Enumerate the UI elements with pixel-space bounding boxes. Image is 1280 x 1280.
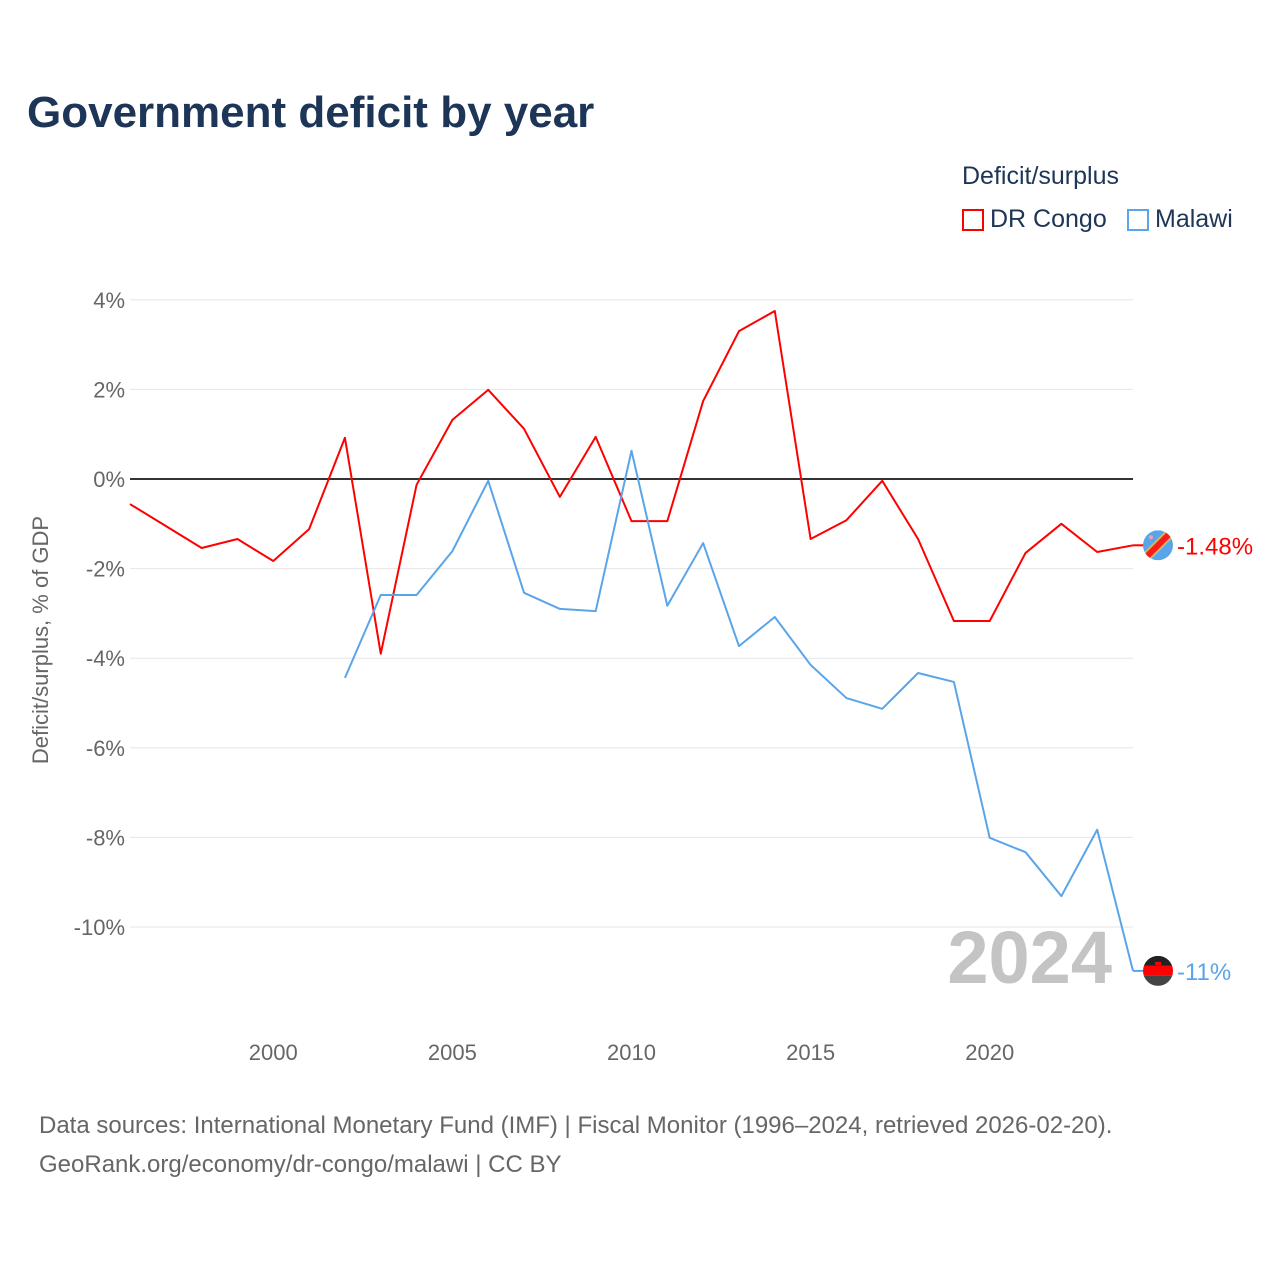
y-axis-label: Deficit/surplus, % of GDP xyxy=(28,516,53,764)
legend-swatch-icon xyxy=(1127,208,1149,231)
legend-swatch-icon xyxy=(962,208,984,231)
x-tick-label: 2015 xyxy=(786,1040,835,1065)
chart-title: Government deficit by year xyxy=(27,88,595,137)
legend-item-malawi[interactable]: Malawi xyxy=(1127,205,1233,234)
source-line: Data sources: International Monetary Fun… xyxy=(39,1112,1113,1139)
end-value-label: -1.48% xyxy=(1177,533,1253,560)
y-tick-label: -6% xyxy=(86,736,125,761)
series-line-malawi xyxy=(344,449,1134,972)
y-tick-label: 0% xyxy=(93,467,125,492)
legend-title: Deficit/surplus xyxy=(962,162,1119,190)
malawi-flag-icon xyxy=(1143,955,1173,986)
legend-label: Malawi xyxy=(1155,205,1233,233)
year-watermark: 2024 xyxy=(947,916,1112,999)
source-link[interactable]: GeoRank.org/economy/dr-congo/malawi | CC… xyxy=(39,1151,562,1178)
y-tick-label: -2% xyxy=(86,557,125,582)
y-tick-label: -8% xyxy=(86,825,125,850)
dr-congo-flag-icon xyxy=(1143,530,1173,561)
x-tick-label: 2000 xyxy=(249,1040,298,1065)
end-value-label: -11% xyxy=(1177,959,1231,986)
source-note: Data sources: International Monetary Fun… xyxy=(39,1106,1112,1184)
x-tick-label: 2020 xyxy=(965,1040,1014,1065)
y-tick-label: 2% xyxy=(93,377,125,402)
x-tick-label: 2010 xyxy=(607,1040,656,1065)
legend-item-dr-congo[interactable]: DR Congo xyxy=(962,205,1107,234)
y-tick-label: -10% xyxy=(74,915,125,940)
y-tick-label: -4% xyxy=(86,646,125,671)
x-tick-label: 2005 xyxy=(428,1040,477,1065)
y-tick-label: 4% xyxy=(93,288,125,313)
series-line-dr-congo xyxy=(129,310,1134,655)
legend-label: DR Congo xyxy=(990,205,1107,233)
